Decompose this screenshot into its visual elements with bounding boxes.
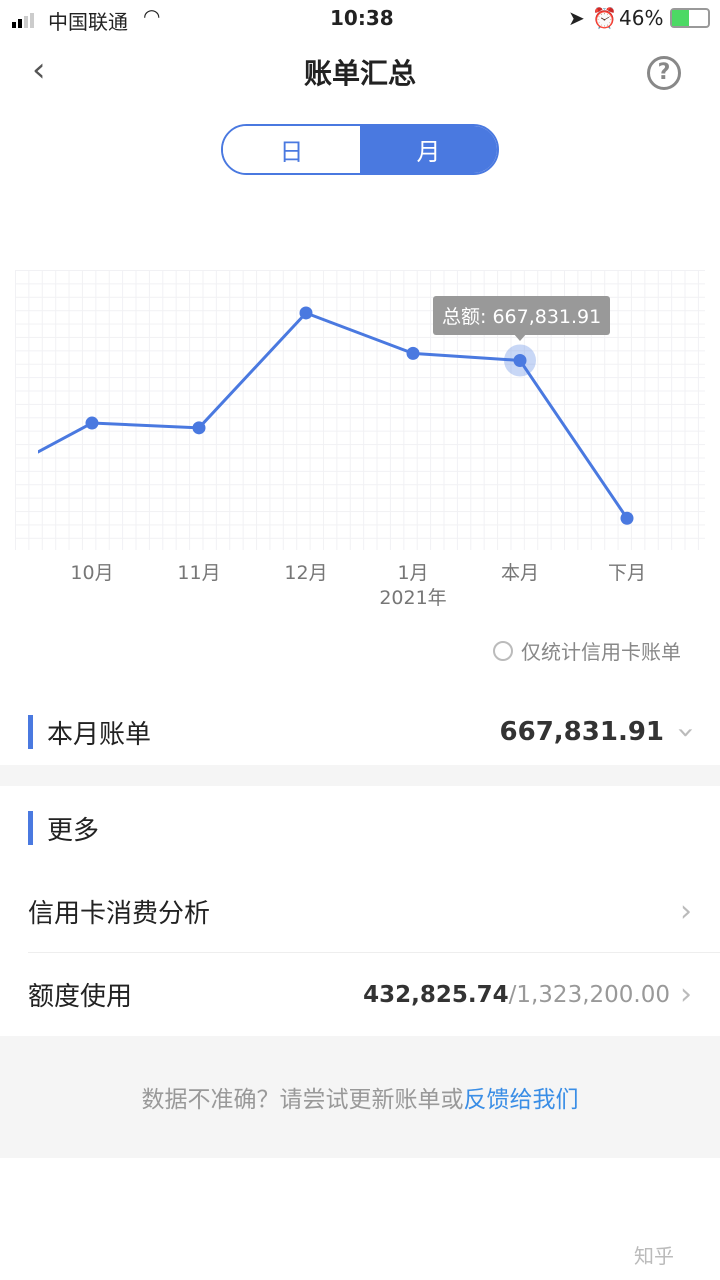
chevron-right-icon: ›	[680, 977, 692, 1012]
battery-percent: 46%	[619, 6, 664, 30]
location-icon: ➤	[568, 6, 585, 30]
list-item-credit-usage[interactable]: 额度使用 432,825.74 /1,323,200.00 ›	[28, 953, 720, 1036]
filter-label: 仅统计信用卡账单	[521, 640, 681, 664]
help-icon[interactable]: ?	[647, 56, 681, 90]
x-tick-label: 12月	[284, 562, 328, 584]
more-title: 更多	[47, 815, 100, 846]
chevron-right-icon: ›	[680, 893, 692, 929]
feedback-banner: 数据不准确？请尝试更新账单或 反馈给我们	[0, 1036, 720, 1158]
wifi-icon: ◠	[143, 4, 161, 28]
tab-month[interactable]: 月	[360, 126, 497, 173]
alarm-icon: ⏰	[592, 6, 617, 30]
data-point[interactable]	[192, 421, 206, 435]
feedback-link[interactable]: 反馈给我们	[463, 1087, 579, 1113]
x-tick-label: 10月	[70, 562, 114, 584]
data-point[interactable]	[299, 306, 313, 320]
data-point[interactable]	[85, 416, 99, 430]
period-toggle: 日 月	[221, 124, 499, 175]
item-label: 信用卡消费分析	[28, 898, 211, 929]
data-point[interactable]	[513, 353, 527, 367]
battery-icon	[670, 8, 710, 28]
x-tick-label: 下月	[607, 562, 646, 584]
divider	[0, 765, 720, 786]
accent-bar	[28, 715, 33, 749]
clock: 10:38	[330, 6, 394, 30]
back-icon[interactable]: ‹	[32, 50, 46, 90]
chevron-down-icon[interactable]: ›	[668, 726, 704, 738]
x-tick-label: 11月	[177, 562, 221, 584]
line-chart	[38, 306, 634, 525]
radio-icon[interactable]	[493, 640, 513, 661]
chart-tooltip: 总额: 667,831.91	[433, 296, 611, 335]
this-month-value: 667,831.91	[499, 717, 664, 747]
series-line	[38, 311, 629, 520]
total-limit: /1,323,200.00	[508, 981, 670, 1008]
tooltip-pointer	[513, 333, 527, 341]
data-point[interactable]	[620, 511, 634, 525]
x-tick-label: 本月	[500, 562, 539, 584]
signal-icon	[12, 9, 34, 33]
this-month-label: 本月账单	[47, 719, 152, 750]
x-tick-label: 1月	[397, 562, 429, 584]
carrier: 中国联通	[48, 10, 128, 34]
tab-day[interactable]: 日	[223, 126, 360, 173]
accent-bar	[28, 811, 33, 845]
status-bar: 中国联通 ◠ 10:38 ➤ ⏰ 46%	[0, 0, 720, 38]
page-title: 账单汇总	[303, 57, 416, 90]
data-point[interactable]	[406, 346, 420, 360]
item-label: 额度使用	[28, 982, 133, 1012]
used-amount: 432,825.74	[363, 981, 509, 1008]
watermark: 知乎	[634, 1244, 674, 1268]
this-month-bill-row[interactable]: 本月账单 667,831.91 ›	[0, 700, 720, 764]
list-item-credit-analysis[interactable]: 信用卡消费分析 ›	[28, 870, 720, 953]
feedback-text: 数据不准确？请尝试更新账单或	[141, 1087, 464, 1113]
more-section-header: 更多	[0, 806, 720, 850]
credit-only-filter[interactable]: 仅统计信用卡账单	[493, 636, 681, 665]
year-label: 2021年	[379, 587, 447, 609]
